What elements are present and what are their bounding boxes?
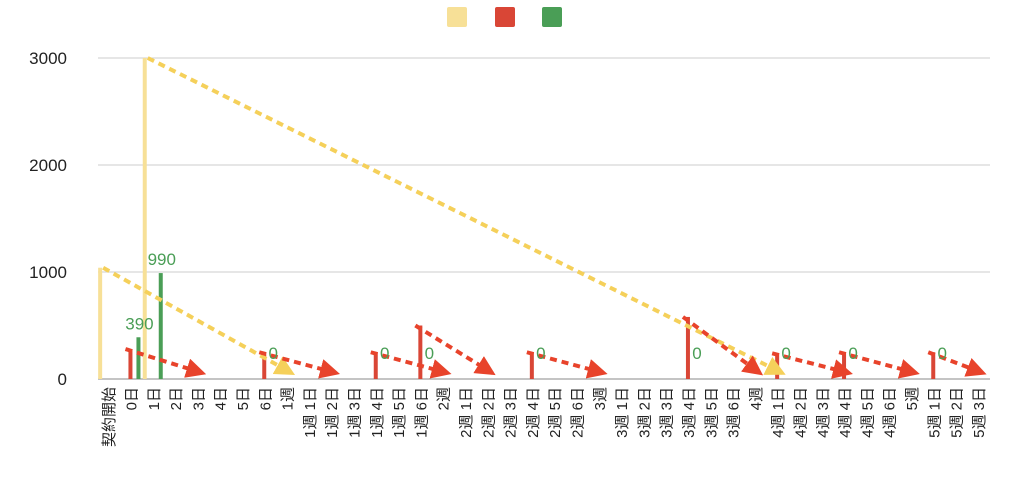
x-tick-label: 5週 1日 xyxy=(926,387,943,438)
data-label: 0 xyxy=(692,344,701,363)
x-tick-label: 1週 4日 xyxy=(369,387,386,438)
x-tick-label: 3週 xyxy=(592,387,609,410)
data-label: 0 xyxy=(848,344,857,363)
x-tick-label: 2週 5日 xyxy=(547,387,564,438)
y-tick-label: 1000 xyxy=(29,263,67,282)
x-tick-label: 4週 4日 xyxy=(837,387,854,438)
legend-swatch-series-3 xyxy=(542,7,562,27)
x-tick-label: 2週 3日 xyxy=(503,387,520,438)
x-tick-label: 4週 2日 xyxy=(792,387,809,438)
x-tick-label: 4週 5日 xyxy=(859,387,876,438)
x-tick-label: 3週 2日 xyxy=(636,387,653,438)
x-tick-label: 5週 2日 xyxy=(949,387,966,438)
data-label: 0 xyxy=(425,344,434,363)
bar xyxy=(262,352,267,379)
arrow xyxy=(526,350,608,379)
arrow xyxy=(838,350,920,379)
x-tick-label: 3週 5日 xyxy=(703,387,720,438)
data-label: 0 xyxy=(380,344,389,363)
arrow xyxy=(124,347,207,378)
x-tick-label: 3週 6日 xyxy=(726,387,743,438)
x-tick-label: 3週 4日 xyxy=(681,387,698,438)
data-label: 390 xyxy=(125,314,153,333)
y-tick-label: 3000 xyxy=(29,49,67,68)
x-tick-label: 5週 3日 xyxy=(971,387,988,438)
arrow xyxy=(927,350,987,377)
bar xyxy=(158,273,163,379)
x-tick-label: 1週 xyxy=(280,387,297,410)
x-tick-label: 4週 3日 xyxy=(815,387,832,438)
bar xyxy=(775,353,780,379)
x-tick-label: 1週 5日 xyxy=(391,387,408,438)
bar xyxy=(842,352,847,379)
x-tick-label: 2週 xyxy=(436,387,453,410)
x-tick-label: 5日 xyxy=(235,387,252,410)
x-tick-label: 1週 2日 xyxy=(324,387,341,438)
arrow xyxy=(370,350,452,379)
x-tick-label: 4日 xyxy=(213,387,230,410)
bar xyxy=(98,267,103,379)
x-tick-label: 1週 3日 xyxy=(346,387,363,438)
x-tick-label: 2週 1日 xyxy=(458,387,475,438)
x-tick-label: 3週 1日 xyxy=(614,387,631,438)
data-label: 0 xyxy=(938,344,947,363)
x-tick-label: 6日 xyxy=(257,387,274,410)
x-tick-label: 2週 2日 xyxy=(480,387,497,438)
data-label: 0 xyxy=(781,344,790,363)
y-tick-label: 0 xyxy=(58,370,67,389)
bar xyxy=(136,337,141,379)
y-tick-label: 2000 xyxy=(29,156,67,175)
x-tick-label: 3日 xyxy=(190,387,207,410)
bar xyxy=(418,325,423,379)
arrow xyxy=(258,350,341,379)
x-tick-label: 4週 6日 xyxy=(882,387,899,438)
arrow xyxy=(681,315,764,376)
x-tick-label: 契約開始 xyxy=(101,387,118,447)
bar xyxy=(128,349,133,379)
x-tick-label: 2日 xyxy=(168,387,185,410)
arrow xyxy=(771,351,853,379)
arrow xyxy=(414,323,496,376)
x-tick-label: 5週 xyxy=(904,387,921,410)
data-label: 0 xyxy=(536,344,545,363)
x-tick-label: 1週 6日 xyxy=(413,387,430,438)
bar xyxy=(529,352,534,379)
x-tick-label: 4週 1日 xyxy=(770,387,787,438)
bar xyxy=(931,352,936,379)
x-tick-label: 1週 1日 xyxy=(302,387,319,438)
x-tick-label: 2週 6日 xyxy=(569,387,586,438)
x-tick-label: 4週 xyxy=(748,387,765,410)
data-label: 0 xyxy=(269,344,278,363)
legend-swatch-series-2 xyxy=(495,7,515,27)
x-tick-label: 3週 3日 xyxy=(659,387,676,438)
x-tick-label: 1日 xyxy=(146,387,163,410)
x-tick-label: 2週 4日 xyxy=(525,387,542,438)
bar xyxy=(685,316,690,379)
x-tick-label: 0日 xyxy=(123,387,140,410)
bar xyxy=(142,58,147,379)
bar xyxy=(373,352,378,379)
legend-swatch-series-1 xyxy=(447,7,467,27)
data-label: 990 xyxy=(148,250,176,269)
arrow xyxy=(146,56,786,375)
